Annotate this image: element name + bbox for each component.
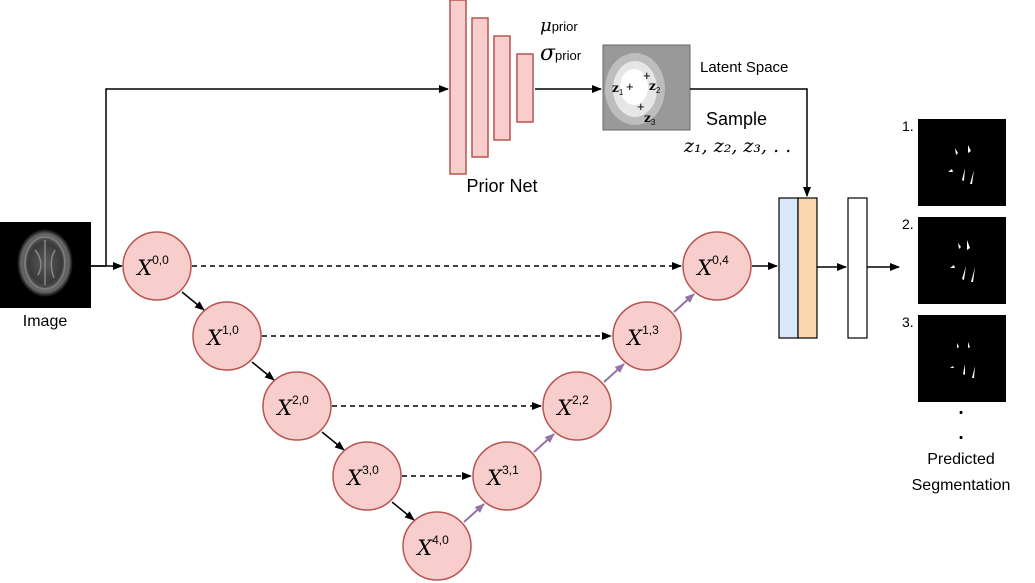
node-circle (472, 441, 542, 511)
predicted-segmentation-label-line2: Segmentation (912, 477, 1011, 494)
sample-values: z₁, z₂, z₃, . . (683, 135, 791, 157)
node-x22: X2,2 (542, 371, 612, 441)
latent-point-z1: z1 (612, 81, 624, 97)
node-circle (262, 371, 332, 441)
latent-point-z3: z3 (644, 111, 656, 127)
unet-nodes: X0,0 X1,0 X2,0 X3,0 X4,0 X3,1 X2,2 X1,3 X0,4 (122, 231, 752, 581)
output-index: 2. (902, 216, 914, 232)
latent-point-z2: z2 (649, 79, 661, 95)
node-label: X2,0 (275, 393, 309, 420)
latent-space-label: Latent Space (700, 59, 788, 76)
node-label: X4,0 (415, 533, 449, 560)
node-circle (542, 371, 612, 441)
latent-space-box: + + + z1 z2 z3 (602, 44, 691, 131)
node-x04: X0,4 (682, 231, 752, 301)
node-circle (192, 301, 262, 371)
encoder-arrows (181, 291, 415, 521)
ellipsis-dot-2: · (956, 420, 965, 451)
node-x20: X2,0 (262, 371, 332, 441)
concat-unet-features (778, 197, 799, 339)
skip-connections (192, 262, 682, 480)
svg-text:+: + (637, 99, 645, 114)
node-label: X1,0 (205, 323, 239, 350)
node-circle (122, 231, 192, 301)
latent-to-concat-arrow (690, 88, 811, 197)
sigma-prior-label: σprior (540, 41, 582, 66)
output-index: 1. (902, 118, 914, 134)
node-label: X0,0 (135, 253, 169, 280)
image-label: Image (23, 313, 68, 330)
node-x40: X4,0 (402, 511, 472, 581)
prior-net-label: Prior Net (466, 176, 537, 196)
node-label: X3,1 (485, 463, 519, 490)
node-x10: X1,0 (192, 301, 262, 371)
svg-text:+: + (643, 68, 651, 83)
output-index: 3. (902, 314, 914, 330)
node-x30: X3,0 (332, 441, 402, 511)
node-x31: X3,1 (472, 441, 542, 511)
prior-net (449, 0, 534, 175)
output-segmentation-1: 1. (902, 118, 1006, 206)
predicted-segmentation-label-line1: Predicted (927, 451, 995, 468)
node-label: X3,0 (345, 463, 379, 490)
svg-text:+: + (626, 79, 634, 94)
output-conv-block (847, 197, 868, 339)
input-image (0, 222, 91, 308)
ellipsis-dot-1: · (956, 395, 965, 426)
concat-latent-features (797, 197, 818, 339)
decoder-arrows (463, 293, 695, 523)
node-label: X1,3 (625, 323, 659, 350)
sample-label: Sample (706, 109, 767, 129)
node-x00: X0,0 (122, 231, 192, 301)
concat-block (778, 197, 818, 339)
node-circle (332, 441, 402, 511)
node-label: X2,2 (555, 393, 589, 420)
output-segmentation-3: 3. (902, 314, 1006, 402)
node-circle (402, 511, 472, 581)
node-circle (612, 301, 682, 371)
node-label: X0,4 (695, 253, 729, 280)
mu-prior-label: μprior (540, 15, 578, 36)
node-x13: X1,3 (612, 301, 682, 371)
output-segmentation-2: 2. (902, 216, 1006, 304)
node-circle (682, 231, 752, 301)
